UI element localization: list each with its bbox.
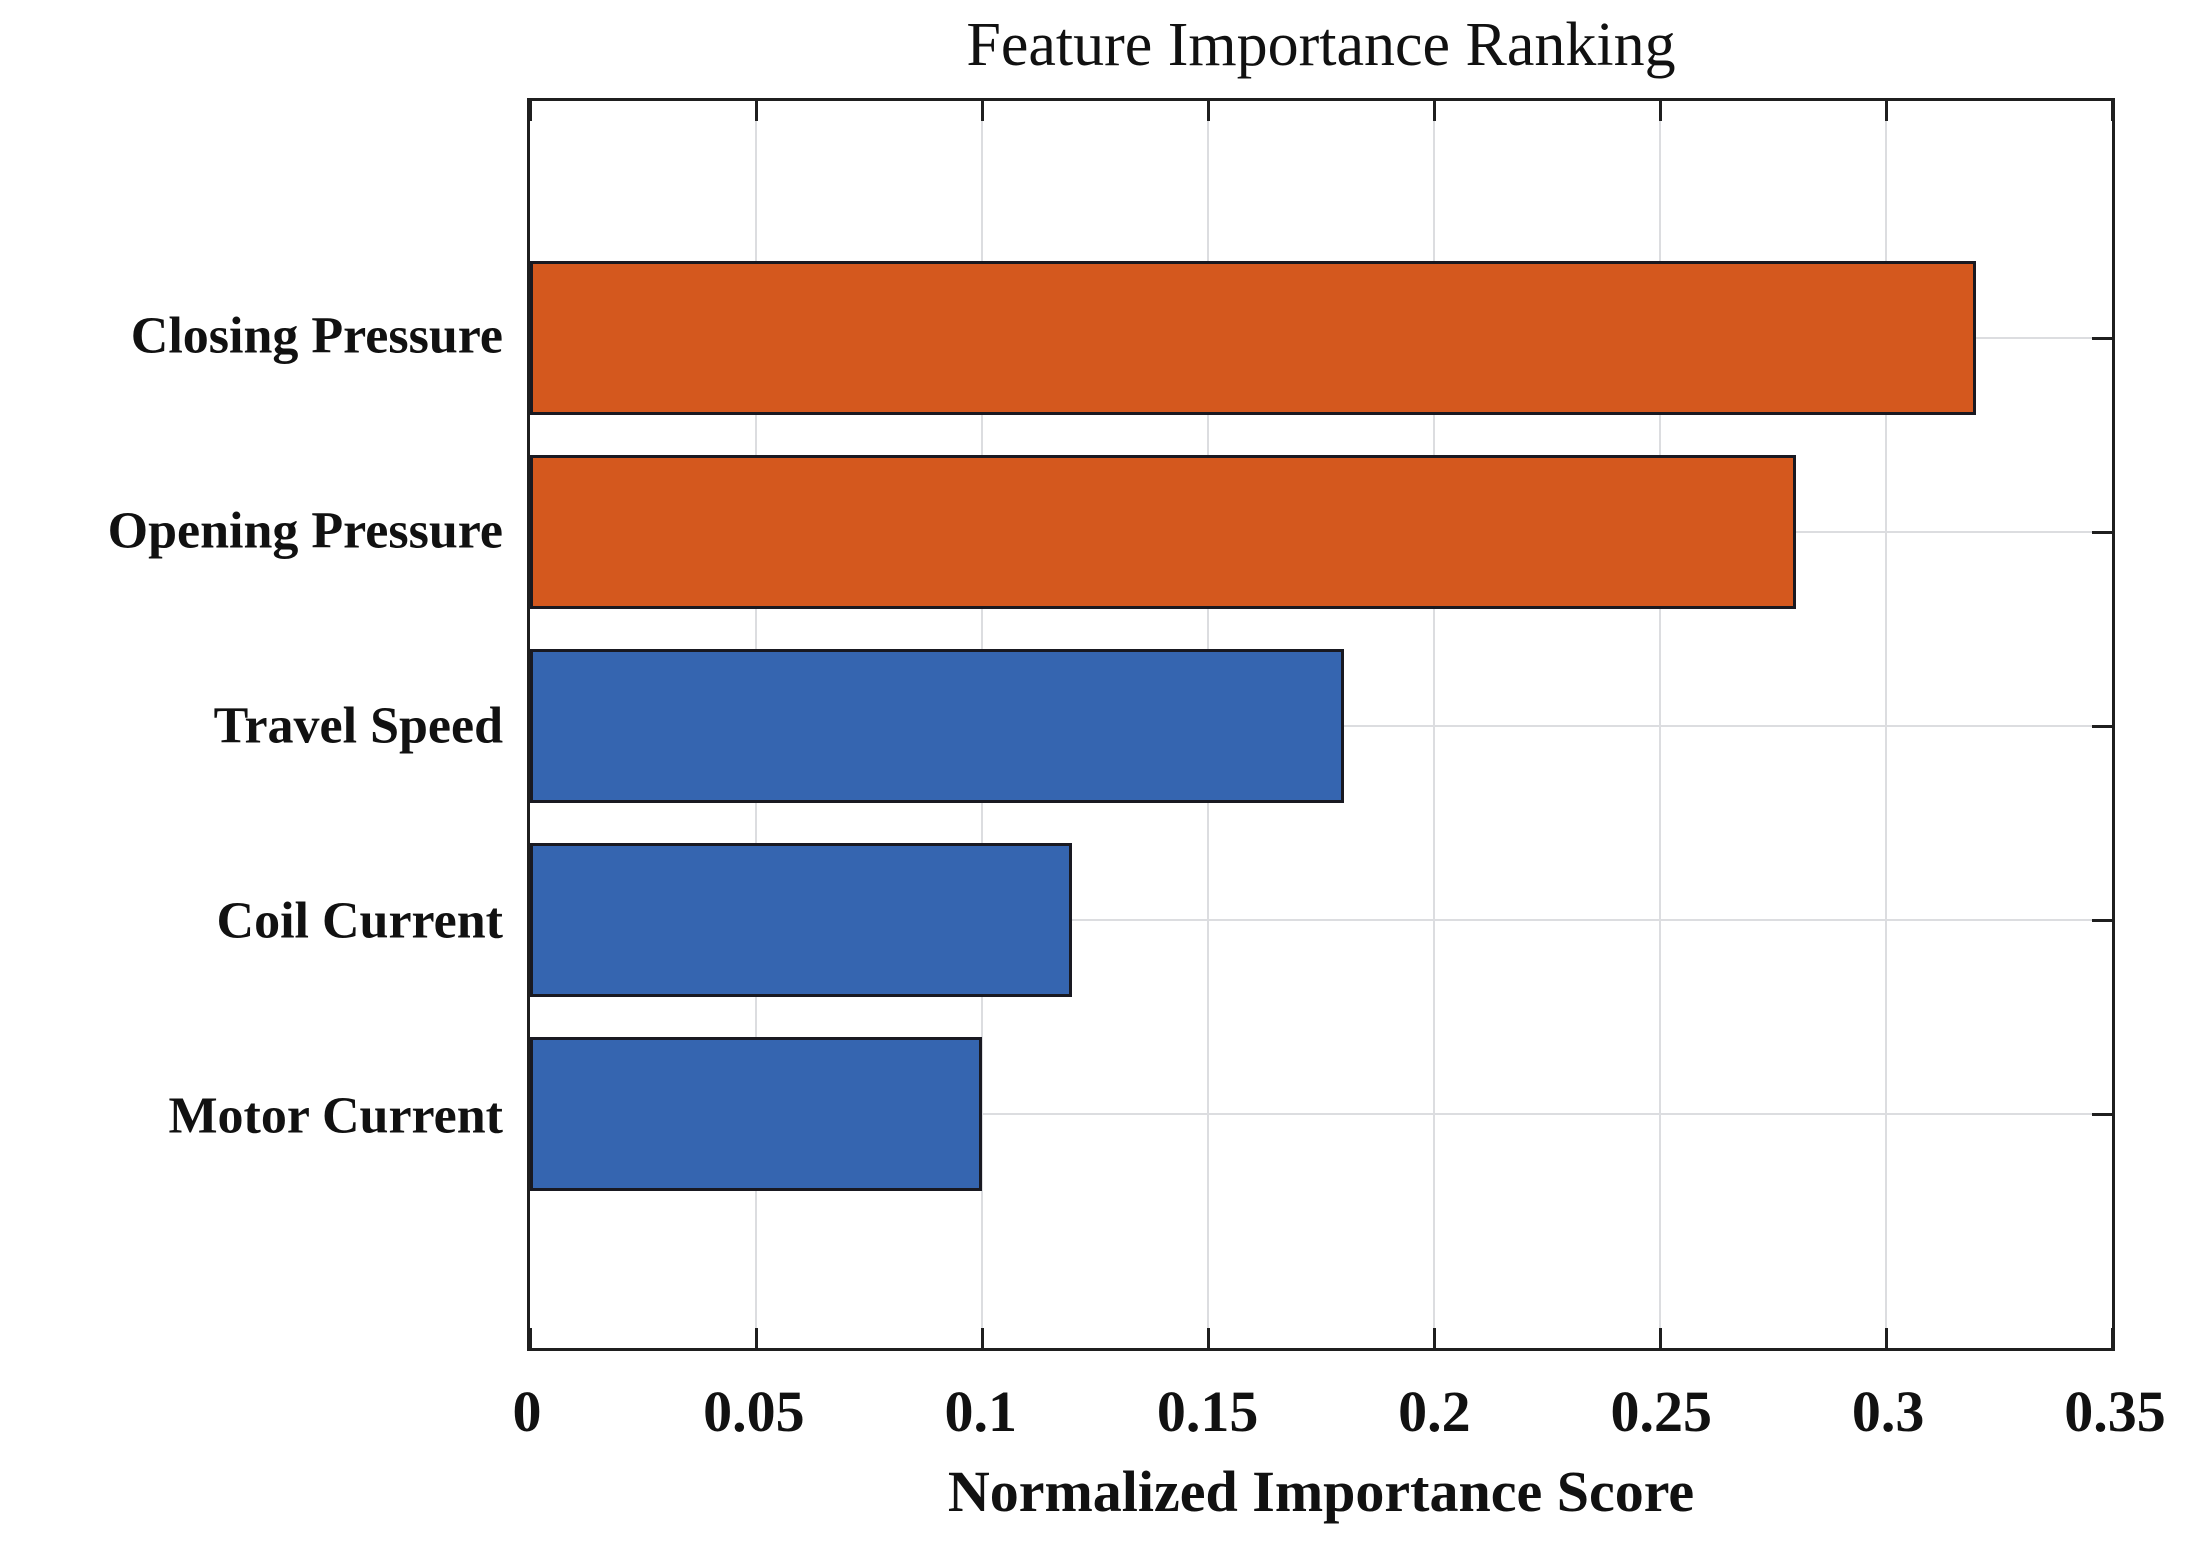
x-tick-mark bbox=[1885, 101, 1888, 121]
x-tick-label-0.2: 0.2 bbox=[1398, 1379, 1471, 1444]
category-label-coil-current: Coil Current bbox=[216, 892, 503, 950]
bar-travel-speed bbox=[530, 648, 1344, 804]
y-tick-mark bbox=[2092, 336, 2112, 340]
x-tick-mark bbox=[529, 101, 532, 121]
plot-area bbox=[527, 98, 2115, 1351]
x-tick-label-0.25: 0.25 bbox=[1610, 1379, 1713, 1444]
y-tick-mark bbox=[2092, 530, 2112, 534]
x-tick-mark bbox=[754, 101, 758, 121]
bar-motor-current bbox=[530, 1036, 982, 1192]
bar-closing-pressure bbox=[530, 260, 1977, 416]
x-tick-label-0.3: 0.3 bbox=[1851, 1379, 1925, 1444]
x-tick-mark bbox=[2111, 101, 2114, 121]
gridline-vertical bbox=[1659, 101, 1661, 1348]
y-tick-mark bbox=[2092, 724, 2112, 728]
x-tick-mark bbox=[980, 101, 984, 121]
x-tick-mark bbox=[1885, 1328, 1888, 1348]
gridline-horizontal bbox=[530, 1113, 2112, 1116]
x-tick-mark bbox=[1432, 101, 1436, 121]
x-tick-mark bbox=[2111, 1328, 2114, 1348]
gridline-horizontal bbox=[530, 919, 2112, 922]
x-tick-mark bbox=[1207, 101, 1210, 121]
category-label-opening-pressure: Opening Pressure bbox=[107, 502, 503, 560]
x-tick-mark bbox=[1659, 101, 1662, 121]
x-tick-label-0.35: 0.35 bbox=[2064, 1379, 2166, 1444]
y-tick-mark bbox=[2092, 919, 2112, 923]
x-axis-label: Normalized Importance Score bbox=[947, 1459, 1695, 1524]
bar-coil-current bbox=[530, 842, 1073, 998]
x-tick-mark bbox=[1659, 1328, 1662, 1348]
bar-opening-pressure bbox=[530, 454, 1796, 610]
x-tick-mark bbox=[980, 1328, 984, 1348]
chart-title: Feature Importance Ranking bbox=[966, 11, 1676, 79]
x-tick-label-0.1: 0.1 bbox=[944, 1379, 1017, 1444]
category-label-travel-speed: Travel Speed bbox=[213, 697, 503, 755]
y-tick-mark bbox=[2092, 1113, 2112, 1117]
x-tick-label-0: 0 bbox=[512, 1379, 542, 1444]
gridline-vertical bbox=[1432, 101, 1435, 1348]
x-tick-mark bbox=[754, 1328, 758, 1348]
gridline-vertical bbox=[1885, 101, 1887, 1348]
category-label-closing-pressure: Closing Pressure bbox=[130, 307, 503, 365]
x-tick-mark bbox=[529, 1328, 532, 1348]
x-tick-mark bbox=[1432, 1328, 1436, 1348]
x-tick-mark bbox=[1207, 1328, 1210, 1348]
category-label-motor-current: Motor Current bbox=[168, 1087, 503, 1145]
x-tick-label-0.15: 0.15 bbox=[1156, 1379, 1259, 1444]
x-tick-label-0.05: 0.05 bbox=[703, 1379, 805, 1444]
